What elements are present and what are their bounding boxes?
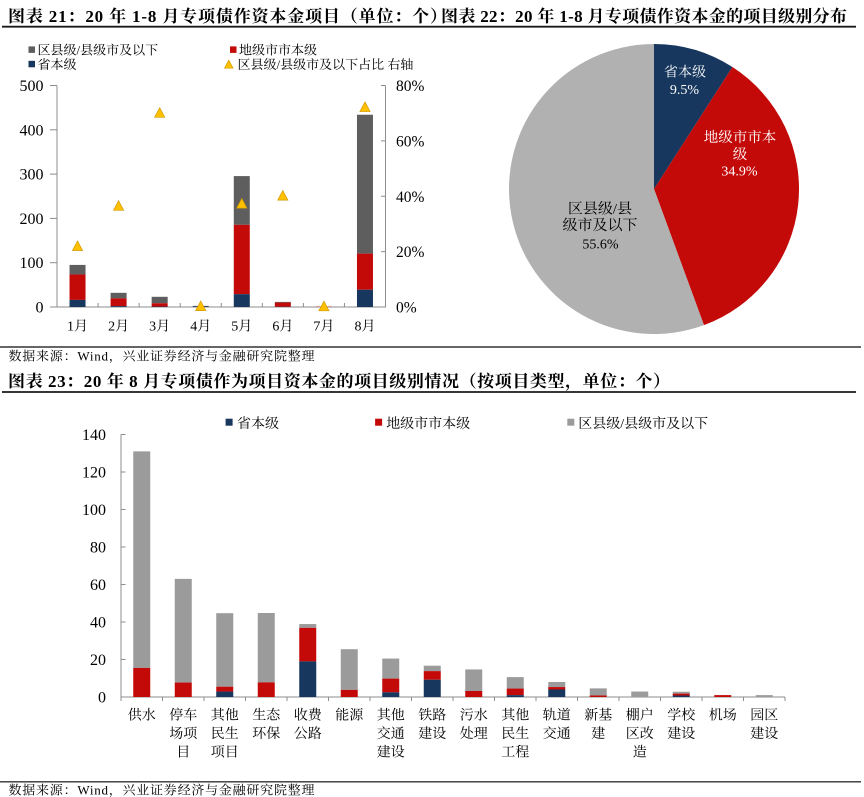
svg-text:2月: 2月 bbox=[108, 319, 129, 335]
svg-text:20%: 20% bbox=[396, 244, 425, 261]
svg-text:省本级: 省本级 bbox=[38, 57, 77, 72]
svg-text:图表 22：20 年 1-8 月专项债作资本金的项目级别分布: 图表 22：20 年 1-8 月专项债作资本金的项目级别分布 bbox=[441, 7, 847, 26]
svg-text:0: 0 bbox=[36, 300, 44, 317]
svg-text:区县级/县级市及以下占比 右轴: 区县级/县级市及以下占比 右轴 bbox=[238, 57, 414, 72]
svg-text:目: 目 bbox=[176, 745, 190, 761]
svg-text:40: 40 bbox=[90, 615, 106, 632]
svg-text:20: 20 bbox=[90, 652, 106, 669]
svg-text:交通: 交通 bbox=[543, 726, 571, 742]
svg-text:建: 建 bbox=[591, 726, 605, 742]
svg-text:40%: 40% bbox=[396, 189, 425, 206]
svg-text:其他: 其他 bbox=[377, 708, 405, 724]
svg-text:工程: 工程 bbox=[501, 745, 529, 761]
svg-text:生态: 生态 bbox=[252, 708, 280, 724]
svg-text:7月: 7月 bbox=[313, 319, 334, 335]
svg-text:8月: 8月 bbox=[354, 319, 375, 335]
svg-text:机场: 机场 bbox=[709, 708, 737, 724]
svg-text:供水: 供水 bbox=[128, 708, 156, 724]
svg-text:级: 级 bbox=[733, 146, 748, 163]
svg-text:学校: 学校 bbox=[667, 708, 695, 724]
svg-text:能源: 能源 bbox=[335, 708, 363, 724]
svg-text:区县级/县级市及以下: 区县级/县级市及以下 bbox=[38, 43, 159, 58]
svg-text:400: 400 bbox=[20, 122, 44, 139]
svg-text:80: 80 bbox=[90, 540, 106, 557]
svg-text:3月: 3月 bbox=[149, 319, 170, 335]
svg-text:55.6%: 55.6% bbox=[582, 238, 619, 253]
svg-text:图表 21：20 年 1-8 月专项债作资本金项目（单位：个: 图表 21：20 年 1-8 月专项债作资本金项目（单位：个） bbox=[8, 7, 447, 26]
svg-text:区县级/县: 区县级/县 bbox=[568, 201, 632, 218]
svg-text:场项: 场项 bbox=[169, 726, 197, 742]
svg-text:数据来源：Wind，兴业证券经济与金融研究院整理: 数据来源：Wind，兴业证券经济与金融研究院整理 bbox=[9, 783, 315, 797]
svg-text:铁路: 铁路 bbox=[418, 708, 446, 724]
svg-text:4月: 4月 bbox=[190, 319, 211, 335]
svg-text:地级市市本级: 地级市市本级 bbox=[386, 416, 470, 432]
svg-text:0%: 0% bbox=[396, 300, 417, 317]
svg-text:地级市市本: 地级市市本 bbox=[704, 129, 777, 146]
svg-text:民生: 民生 bbox=[501, 726, 529, 742]
svg-text:轨道: 轨道 bbox=[543, 708, 571, 724]
svg-text:5月: 5月 bbox=[231, 319, 252, 335]
svg-text:140: 140 bbox=[82, 427, 106, 444]
svg-text:棚户: 棚户 bbox=[626, 708, 654, 724]
svg-text:造: 造 bbox=[633, 745, 647, 761]
svg-text:新基: 新基 bbox=[584, 708, 612, 724]
svg-text:其他: 其他 bbox=[211, 708, 239, 724]
svg-text:停车: 停车 bbox=[169, 708, 197, 724]
svg-text:其他: 其他 bbox=[501, 708, 529, 724]
svg-text:数据来源：Wind，兴业证券经济与金融研究院整理: 数据来源：Wind，兴业证券经济与金融研究院整理 bbox=[9, 349, 315, 364]
svg-text:收费: 收费 bbox=[294, 708, 322, 724]
svg-text:园区: 园区 bbox=[750, 708, 778, 724]
svg-text:34.9%: 34.9% bbox=[721, 165, 758, 180]
svg-text:100: 100 bbox=[82, 502, 106, 519]
svg-text:6月: 6月 bbox=[272, 319, 293, 335]
svg-text:级市及以下: 级市及以下 bbox=[562, 217, 637, 234]
svg-text:图表 23：20 年 8 月专项债作为项目资本金的项目级别情: 图表 23：20 年 8 月专项债作为项目资本金的项目级别情况（按项目类型，单位… bbox=[8, 372, 670, 391]
svg-text:建设: 建设 bbox=[667, 726, 695, 742]
svg-text:建设: 建设 bbox=[418, 726, 446, 742]
svg-text:污水: 污水 bbox=[460, 708, 488, 724]
svg-text:1月: 1月 bbox=[67, 319, 88, 335]
svg-text:9.5%: 9.5% bbox=[670, 83, 700, 98]
svg-text:民生: 民生 bbox=[211, 726, 239, 742]
svg-text:区县级/县级市及以下: 区县级/县级市及以下 bbox=[578, 416, 708, 432]
svg-text:地级市市本级: 地级市市本级 bbox=[239, 43, 317, 58]
svg-text:100: 100 bbox=[20, 255, 44, 272]
svg-text:500: 500 bbox=[20, 78, 44, 95]
svg-text:建设: 建设 bbox=[750, 726, 778, 742]
svg-text:环保: 环保 bbox=[252, 726, 280, 742]
svg-text:300: 300 bbox=[20, 167, 44, 184]
svg-text:60%: 60% bbox=[396, 133, 425, 150]
svg-text:80%: 80% bbox=[396, 78, 425, 95]
svg-text:区改: 区改 bbox=[626, 726, 654, 742]
svg-text:200: 200 bbox=[20, 211, 44, 228]
svg-text:项目: 项目 bbox=[211, 745, 239, 761]
svg-text:交通: 交通 bbox=[377, 726, 405, 742]
svg-text:0: 0 bbox=[98, 690, 106, 707]
svg-text:建设: 建设 bbox=[377, 745, 405, 761]
svg-text:省本级: 省本级 bbox=[237, 416, 279, 432]
svg-text:120: 120 bbox=[82, 465, 106, 482]
svg-text:省本级: 省本级 bbox=[664, 65, 706, 81]
svg-text:60: 60 bbox=[90, 577, 106, 594]
svg-text:处理: 处理 bbox=[460, 726, 488, 742]
svg-text:公路: 公路 bbox=[294, 726, 322, 742]
